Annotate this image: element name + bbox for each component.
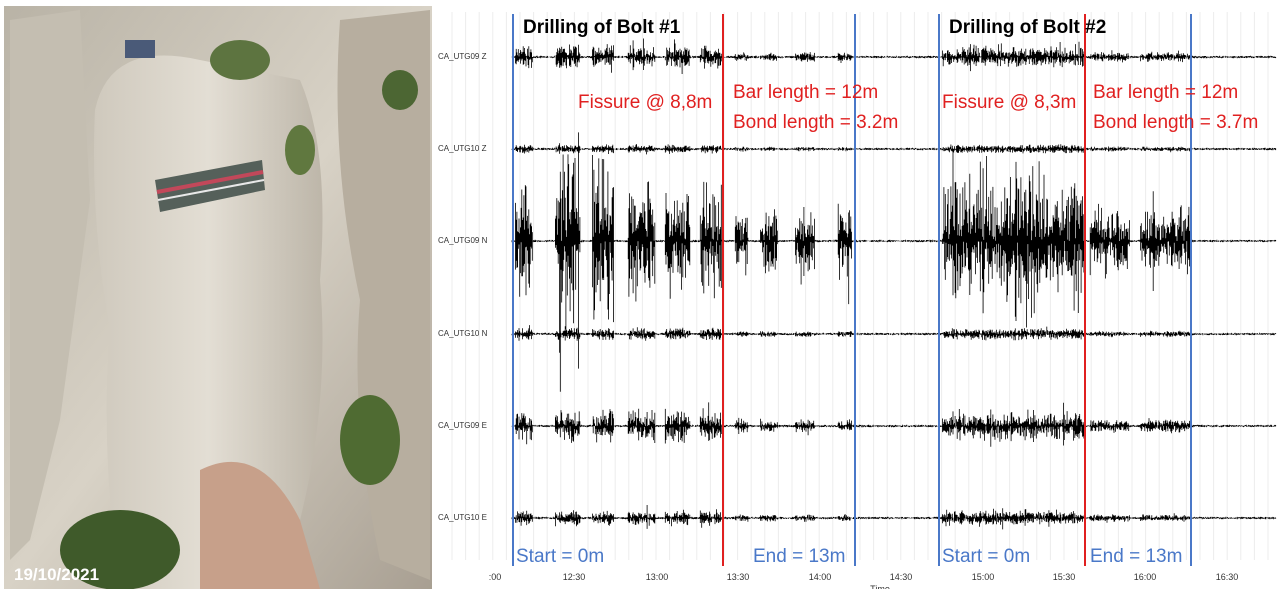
time-tick-label: 13:00 (646, 572, 669, 582)
waveform (512, 39, 1276, 75)
time-tick-label: 12:30 (563, 572, 586, 582)
blue-annotation: Start = 0m (516, 546, 604, 567)
trace-label: CA_UTG09 Z (438, 52, 487, 61)
trace-label: CA_UTG09 E (438, 421, 487, 430)
time-tick-label: :00 (489, 572, 502, 582)
time-tick-label: 15:00 (972, 572, 995, 582)
time-tick-label: 16:30 (1216, 572, 1239, 582)
red-annotation: Bond length = 3.7m (1093, 112, 1258, 133)
heading: Drilling of Bolt #2 (949, 17, 1106, 38)
blue-annotation: End = 13m (753, 546, 845, 567)
x-axis-label: Time (870, 584, 890, 589)
trace-label: CA_UTG09 N (438, 236, 488, 245)
waveform (512, 143, 1276, 154)
red-annotation: Bar length = 12m (1093, 82, 1238, 103)
trace-label: CA_UTG10 E (438, 513, 487, 522)
blue-annotation: Start = 0m (942, 546, 1030, 567)
time-tick-label: 16:00 (1134, 572, 1157, 582)
time-tick-label: 15:30 (1053, 572, 1076, 582)
trace-label: CA_UTG10 Z (438, 144, 487, 153)
photo-date: 19/10/2021 (14, 565, 99, 584)
blue-annotation: End = 13m (1090, 546, 1182, 567)
waveform (512, 132, 1276, 391)
time-tick-label: 13:30 (727, 572, 750, 582)
time-tick-label: 14:30 (890, 572, 913, 582)
red-annotation: Fissure @ 8,8m (578, 92, 712, 113)
heading: Drilling of Bolt #1 (523, 17, 681, 38)
waveform (512, 402, 1276, 446)
waveform (512, 505, 1276, 529)
figure: 19/10/2021 CA_UTG09 ZCA_UTG10 ZCA_UTG09 … (0, 0, 1282, 589)
red-annotation: Fissure @ 8,3m (942, 92, 1076, 113)
seismogram: CA_UTG09 Z CA_UTG10 Z CA_UTG09 N CA_UTG10 N… (438, 12, 1276, 589)
photo (4, 6, 432, 589)
red-annotation: Bar length = 12m (733, 82, 878, 103)
red-annotation: Bond length = 3.2m (733, 112, 898, 133)
waveform (512, 325, 1276, 341)
time-tick-label: 14:00 (809, 572, 832, 582)
trace-label: CA_UTG10 N (438, 329, 488, 338)
